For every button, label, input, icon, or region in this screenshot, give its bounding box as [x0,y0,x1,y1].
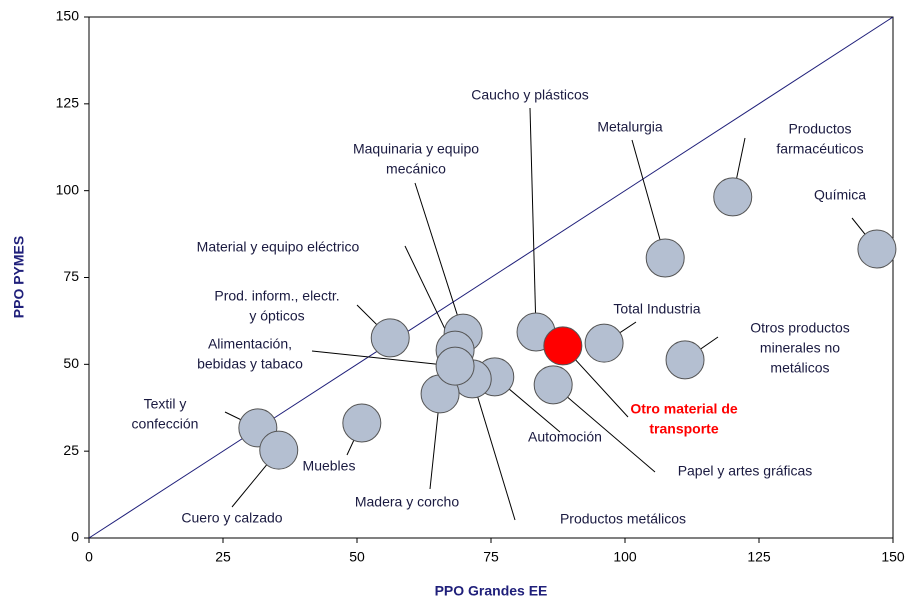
point-label: y ópticos [249,308,304,324]
leader-line [529,107,537,333]
y-tick-label: 75 [63,268,79,284]
bubble [342,403,382,443]
y-tick-label: 125 [56,95,80,111]
bubble [543,326,583,366]
point-label: farmacéuticos [776,141,863,157]
y-tick-label: 150 [56,8,80,24]
bubble [370,318,410,358]
y-tick-label: 25 [63,442,79,458]
leader-line [552,384,656,473]
point-label: Prod. inform., electr. [214,288,339,304]
bubble [713,177,753,217]
point-label: Total Industria [613,301,700,317]
bubble [584,323,624,363]
y-tick-label: 50 [63,355,79,371]
point-label: Material y equipo eléctrico [197,239,360,255]
x-tick-label: 125 [747,549,771,565]
reference-line [88,16,894,539]
point-label: Cuero y calzado [181,510,282,526]
point-label: transporte [649,421,718,437]
x-tick-label: 50 [349,549,365,565]
point-label: Caucho y plásticos [471,87,589,103]
point-label: Alimentación, [208,336,292,352]
x-tick-label: 100 [613,549,637,565]
point-label: confección [132,416,199,432]
point-label: Maquinaria y equipo [353,141,479,157]
y-tick-label: 100 [56,181,80,197]
bubble [645,238,685,278]
point-label: metálicos [770,360,829,376]
x-tick-label: 25 [215,549,231,565]
point-label: Textil y [144,396,187,412]
point-label: minerales no [760,340,840,356]
bubble [857,229,897,269]
leader-line [414,182,464,334]
point-label: Otros productos [750,320,850,336]
bubble [533,365,573,405]
y-axis-title: PPO PYMES [11,236,27,318]
bubble [665,340,705,380]
leader-line [311,350,456,367]
point-label: mecánico [386,161,446,177]
y-tick-label: 0 [71,529,79,545]
point-label: Metalurgia [597,119,663,135]
leader-line [631,139,666,259]
x-tick-label: 75 [483,549,499,565]
point-label: Química [814,187,866,203]
point-label: bebidas y tabaco [197,356,303,372]
x-tick-label: 150 [881,549,905,565]
point-label: Papel y artes gráficas [678,463,813,479]
leader-line [471,378,516,521]
point-label: Productos [788,121,851,137]
point-label: Automoción [528,429,602,445]
bubble [259,430,299,470]
point-label: Muebles [303,458,356,474]
point-label: Otro material de [630,401,738,417]
point-label: Productos metálicos [560,511,686,527]
x-tick-label: 0 [85,549,93,565]
point-label: Madera y corcho [355,494,459,510]
bubble [435,346,475,386]
x-axis-title: PPO Grandes EE [435,583,548,599]
